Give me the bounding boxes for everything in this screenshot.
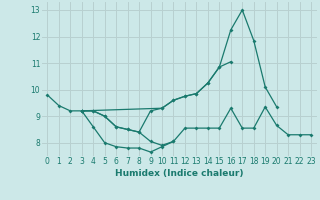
X-axis label: Humidex (Indice chaleur): Humidex (Indice chaleur)	[115, 169, 244, 178]
